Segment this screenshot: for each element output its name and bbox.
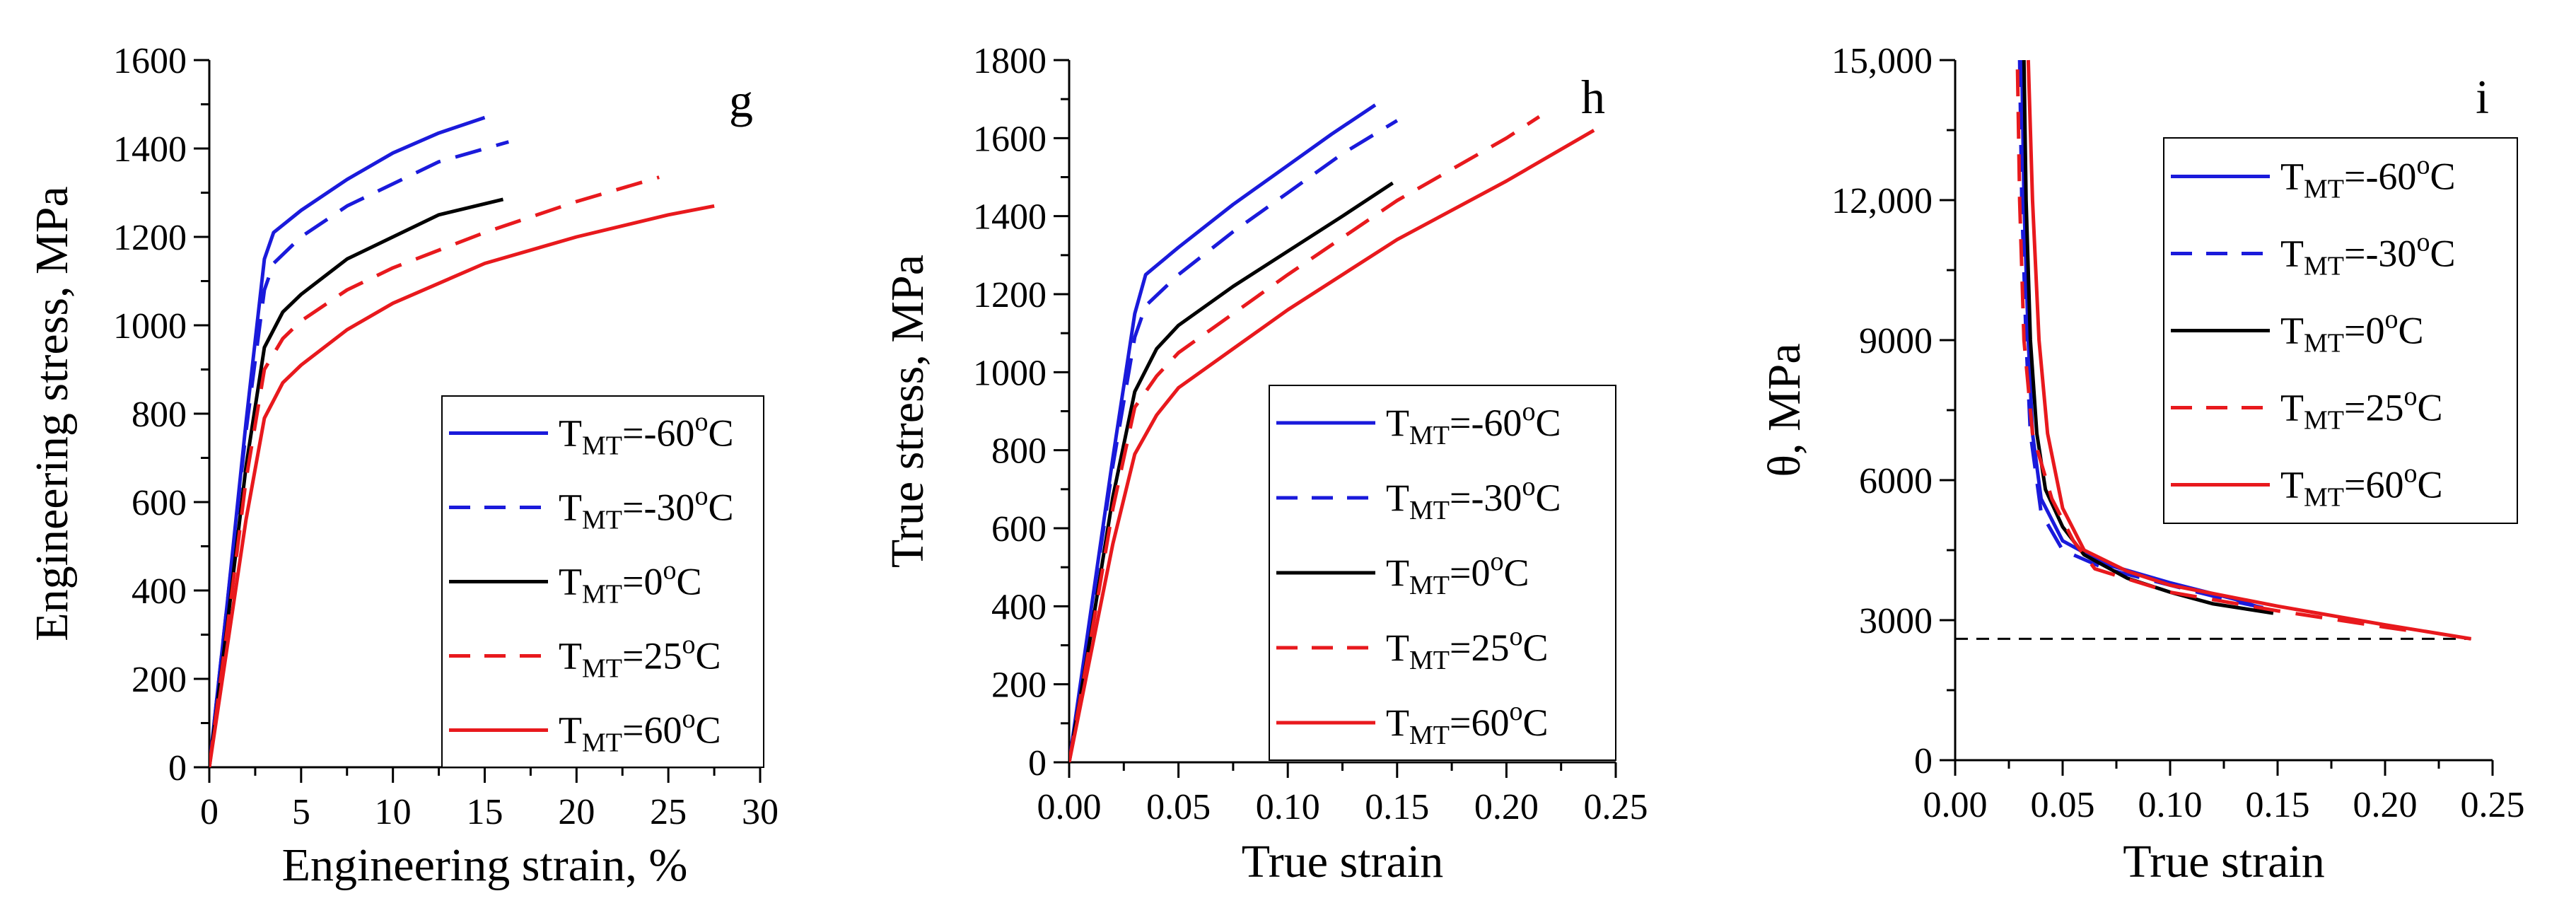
y-tick-label: 0 xyxy=(168,748,187,788)
y-tick-label: 800 xyxy=(132,395,187,435)
legend-label: TMT=-30oC xyxy=(559,482,733,535)
panel-letter: i xyxy=(2476,70,2489,124)
legend-label: TMT=-30oC xyxy=(1386,472,1561,525)
y-tick-label: 1600 xyxy=(973,119,1047,159)
x-tick-label: 30 xyxy=(742,792,779,832)
y-tick-label: 1200 xyxy=(973,275,1047,315)
legend-label: TMT=60oC xyxy=(1386,697,1549,750)
y-tick-label: 3000 xyxy=(1859,601,1933,641)
series-line-0 xyxy=(1069,181,1394,762)
series-line-25 xyxy=(1069,115,1541,762)
chart-panel-i: 0 3000 6000 9000 12,000 15,000 0.00 0.05 0.10 0.1… xyxy=(1759,41,2525,887)
y-tick-label: 0 xyxy=(1028,743,1047,784)
y-tick-label: 200 xyxy=(132,660,187,700)
legend-label: TMT=-60oC xyxy=(1386,397,1561,450)
x-tick-label: 0.05 xyxy=(2031,785,2095,825)
x-tick-label: 15 xyxy=(467,792,503,832)
legend-label: TMT=25oC xyxy=(2280,382,2443,436)
y-tick-label: 200 xyxy=(991,665,1047,706)
y-tick-label: 6000 xyxy=(1859,461,1933,501)
legend: TMT=-60oC TMT=-30oC TMT=0oC TMT=25oC TMT=60o… xyxy=(2163,137,2518,524)
y-tick-label: 12,000 xyxy=(1831,181,1933,221)
y-tick-label: 600 xyxy=(132,483,187,523)
x-tick-label: 0 xyxy=(200,792,218,832)
y-tick-label: 400 xyxy=(991,587,1047,627)
legend-label: TMT=0oC xyxy=(1386,547,1529,600)
series-line-60 xyxy=(1069,129,1595,762)
y-tick-label: 400 xyxy=(132,571,187,612)
legend-label: TMT=60oC xyxy=(2280,459,2443,513)
y-tick-label: 800 xyxy=(991,431,1047,472)
x-axis-title: True strain xyxy=(1242,836,1443,887)
y-tick-label: 1400 xyxy=(973,197,1047,238)
x-tick-label: 0.20 xyxy=(1474,787,1539,827)
x-tick-label: 10 xyxy=(375,792,412,832)
legend-label: TMT=0oC xyxy=(559,556,702,610)
x-tick-label: 0.15 xyxy=(2246,785,2310,825)
y-axis-title: Engineering stress, MPa xyxy=(26,186,78,641)
y-tick-label: 1600 xyxy=(113,41,187,81)
x-tick-label: 0.05 xyxy=(1146,787,1211,827)
x-tick-label: 25 xyxy=(650,792,687,832)
y-axis-title: True stress, MPa xyxy=(882,255,933,568)
y-tick-label: 1000 xyxy=(973,353,1047,393)
y-tick-label: 1200 xyxy=(113,218,187,258)
x-tick-label: 0.00 xyxy=(1037,787,1102,827)
legend-label: TMT=60oC xyxy=(559,704,721,758)
chart-panel-g: 0 200 400 600 800 1000 1200 1400 1600 0 5 10 15 20 25 3… xyxy=(26,41,779,891)
x-axis-title: Engineering strain, % xyxy=(282,839,688,891)
x-axis-title: True strain xyxy=(2123,836,2324,887)
x-tick-label: 0.20 xyxy=(2353,785,2418,825)
y-tick-label: 15,000 xyxy=(1831,41,1933,81)
series-line-25 xyxy=(2015,69,2418,634)
y-tick-label: 1400 xyxy=(113,129,187,170)
y-tick-label: 1000 xyxy=(113,306,187,347)
series-line--30 xyxy=(1069,119,1399,762)
x-tick-label: 0.10 xyxy=(2138,785,2203,825)
series-line-60 xyxy=(209,204,715,767)
legend-label: TMT=-60oC xyxy=(559,407,733,461)
y-tick-label: 9000 xyxy=(1859,321,1933,361)
legend: TMT=-60oC TMT=-30oC TMT=0oC TMT=25oC TMT=60o… xyxy=(1269,385,1616,761)
panel-letter: g xyxy=(729,74,753,127)
series-line--30 xyxy=(209,140,509,767)
x-tick-label: 0.15 xyxy=(1365,787,1429,827)
y-tick-label: 600 xyxy=(991,509,1047,549)
legend-label: TMT=25oC xyxy=(1386,622,1549,675)
legend-label: TMT=-30oC xyxy=(2280,228,2455,281)
x-tick-label: 0.10 xyxy=(1256,787,1320,827)
series-line-25 xyxy=(209,175,660,767)
panel-letter: h xyxy=(1581,70,1605,124)
series-line--30 xyxy=(2017,59,2278,613)
legend-label: TMT=0oC xyxy=(2280,305,2424,359)
legend-label: TMT=25oC xyxy=(559,630,721,684)
legend-label: TMT=-60oC xyxy=(2280,151,2455,204)
x-tick-label: 0.25 xyxy=(1584,787,1648,827)
y-tick-label: 0 xyxy=(1914,741,1933,781)
y-axis-title: θ, MPa xyxy=(1759,343,1810,477)
x-tick-label: 0.25 xyxy=(2461,785,2525,825)
legend: TMT=-60oC TMT=-30oC TMT=0oC TMT=25oC TMT=60o… xyxy=(441,395,764,768)
series-line-60 xyxy=(2026,59,2472,641)
x-tick-label: 5 xyxy=(292,792,310,832)
x-tick-label: 20 xyxy=(558,792,595,832)
y-tick-label: 1800 xyxy=(973,41,1047,81)
chart-panel-h: 0 200 400 600 800 1000 1200 1400 1600 1800 0.00 0.0… xyxy=(882,41,1648,887)
x-tick-label: 0.00 xyxy=(1923,785,1988,825)
